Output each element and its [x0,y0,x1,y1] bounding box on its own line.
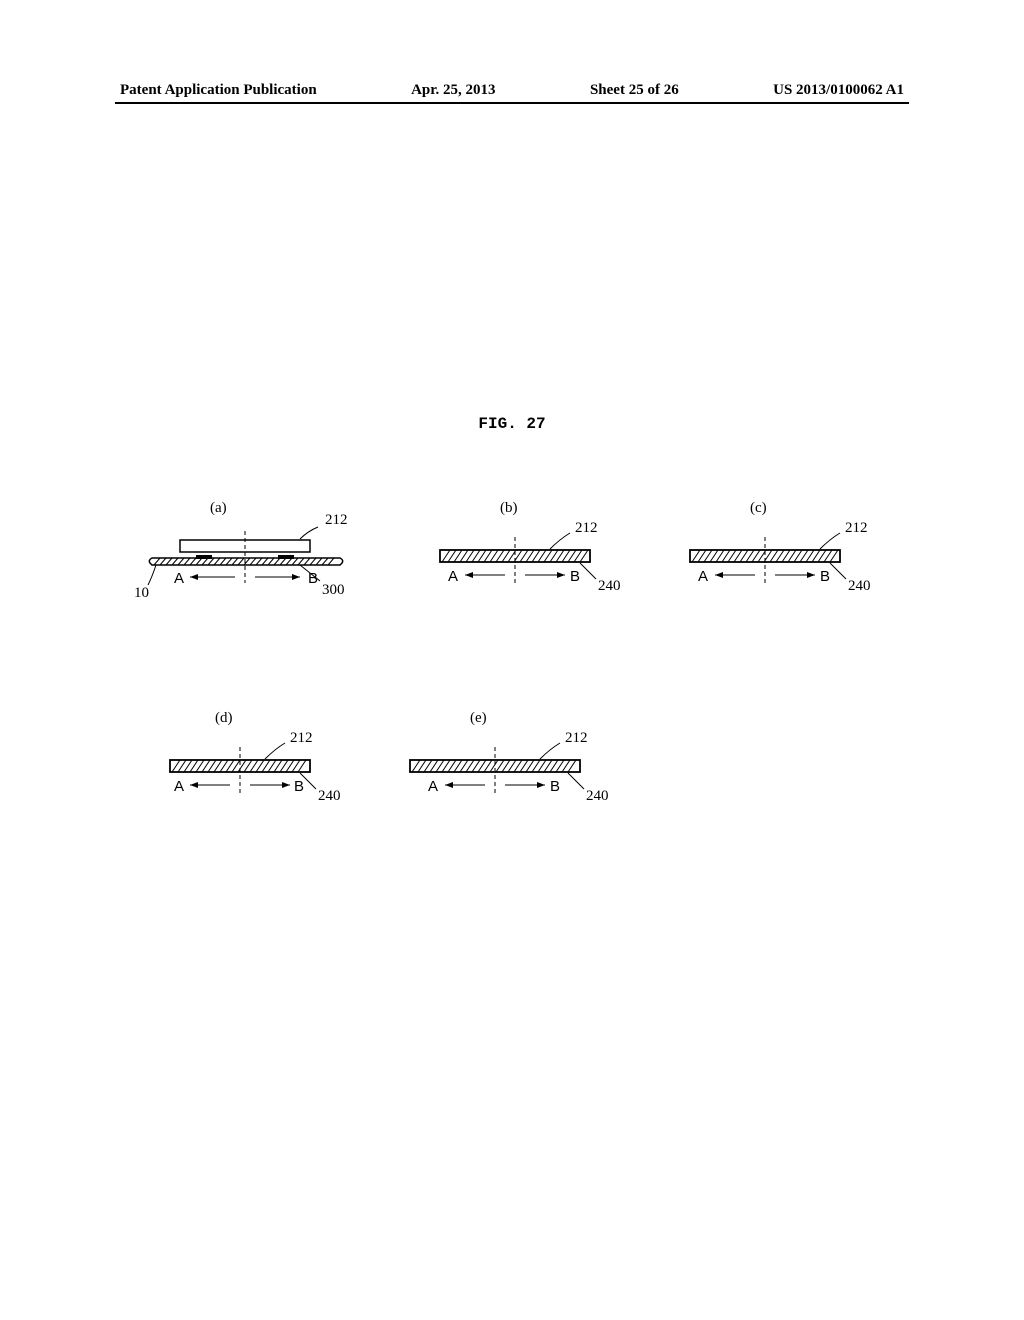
axis-A-a: A [174,570,184,587]
ref-240-b: 240 [598,578,621,595]
page-header: Patent Application Publication Apr. 25, … [0,82,1024,99]
axis-B-e: B [550,778,560,795]
subfig-e-label: (e) [470,710,487,727]
subfig-e-svg [390,735,610,825]
axis-B-c: B [820,568,830,585]
axis-B-d: B [294,778,304,795]
subfig-d-label: (d) [215,710,233,727]
ref-10-a: 10 [134,585,149,602]
axis-B-b: B [570,568,580,585]
axis-A-d: A [174,778,184,795]
ref-240-c: 240 [848,578,871,595]
header-date: Apr. 25, 2013 [411,82,495,99]
ref-212-a: 212 [325,512,348,529]
axis-A-b: A [448,568,458,585]
subfig-b-label: (b) [500,500,518,517]
header-sheet: Sheet 25 of 26 [590,82,679,99]
figure-27: (a) [120,490,900,890]
figure-title: FIG. 27 [0,415,1024,433]
ref-212-e: 212 [565,730,588,747]
ref-212-d: 212 [290,730,313,747]
ref-212-c: 212 [845,520,868,537]
axis-A-c: A [698,568,708,585]
ref-240-e: 240 [586,788,609,805]
ref-300-a: 300 [322,582,345,599]
ref-212-b: 212 [575,520,598,537]
subfig-a-svg [130,525,360,615]
subfig-c-label: (c) [750,500,767,517]
ref-240-d: 240 [318,788,341,805]
header-rule [115,102,909,104]
header-pub-no: US 2013/0100062 A1 [773,82,904,99]
header-pub-type: Patent Application Publication [120,82,317,99]
axis-B-a: B [308,570,318,587]
axis-A-e: A [428,778,438,795]
subfig-a-label: (a) [210,500,227,517]
